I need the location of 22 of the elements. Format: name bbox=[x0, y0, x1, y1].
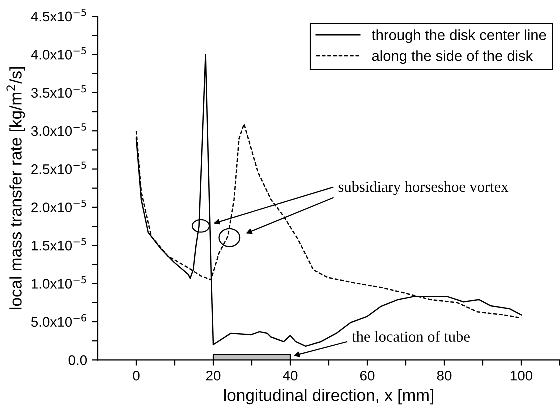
legend-label: through the disk center line bbox=[372, 30, 546, 44]
annotation: subsidiary horseshoe vortex bbox=[338, 181, 509, 196]
x-tick-label: 100 bbox=[510, 370, 533, 381]
y-tick-label: 1.5x10$^{−5}$ bbox=[32, 238, 86, 251]
x-tick-label: 40 bbox=[283, 370, 298, 381]
y-tick-label: 4.0x10$^{−5}$ bbox=[31, 47, 86, 60]
annotation: the location of tube bbox=[352, 331, 470, 342]
x-axis-title: longitudinal direction, x [mm] bbox=[224, 389, 434, 405]
y-tick-label: 1.0x10$^{−5}$ bbox=[32, 276, 86, 289]
y-tick-label: 3.5x10$^{−5}$ bbox=[31, 85, 86, 98]
y-tick-label: 5.0x10$^{−6}$ bbox=[31, 314, 86, 328]
y-axis-title: local mass transfer rate [kg/m$^{2}$/s] bbox=[6, 68, 26, 310]
y-tick-label: 0.0 bbox=[68, 356, 88, 366]
x-tick-label: 20 bbox=[206, 370, 221, 381]
x-tick-label: 60 bbox=[360, 370, 375, 381]
y-tick-label: 2.5x10$^{−5}$ bbox=[32, 162, 86, 174]
y-tick-label: 2.0x10$^{−5}$ bbox=[32, 200, 86, 213]
legend-label: along the side of the disk bbox=[372, 50, 534, 64]
x-tick-label: 0 bbox=[133, 370, 140, 381]
y-tick-label: 3.0x10$^{−5}$ bbox=[31, 124, 86, 136]
x-tick-label: 80 bbox=[437, 370, 452, 381]
y-tick-label: 4.5x10$^{−5}$ bbox=[31, 9, 86, 22]
